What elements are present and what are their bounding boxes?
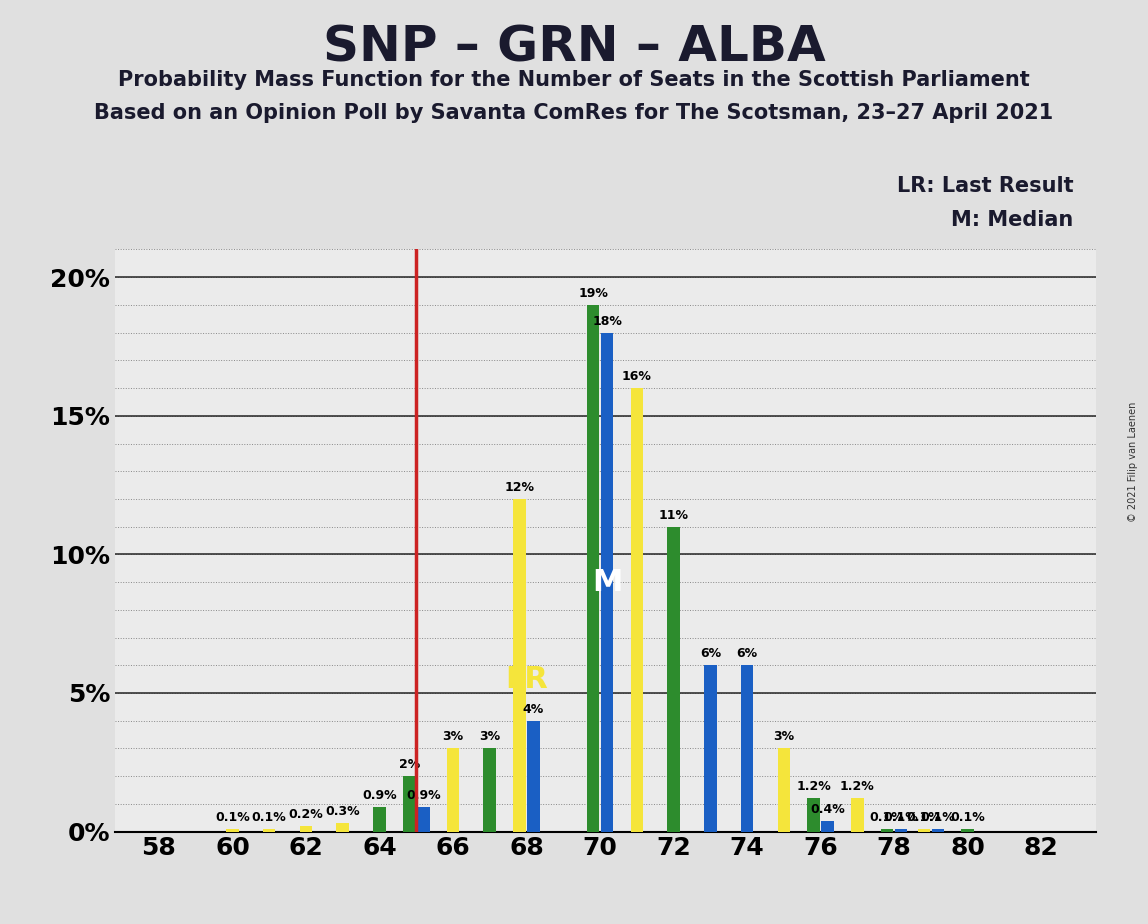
Bar	[483, 748, 496, 832]
Bar	[740, 665, 753, 832]
Bar	[447, 748, 459, 832]
Bar	[807, 798, 820, 832]
Text: SNP – GRN – ALBA: SNP – GRN – ALBA	[323, 23, 825, 71]
Bar	[300, 826, 312, 832]
Bar	[777, 748, 790, 832]
Text: Probability Mass Function for the Number of Seats in the Scottish Parliament: Probability Mass Function for the Number…	[118, 70, 1030, 91]
Bar	[961, 829, 974, 832]
Text: 12%: 12%	[505, 481, 535, 494]
Bar	[226, 829, 239, 832]
Text: LR: LR	[505, 664, 548, 694]
Text: 6%: 6%	[700, 648, 721, 661]
Bar	[894, 829, 907, 832]
Text: 16%: 16%	[622, 371, 652, 383]
Text: 0.1%: 0.1%	[951, 811, 985, 824]
Text: M: Median: M: Median	[952, 210, 1073, 230]
Text: 11%: 11%	[659, 509, 689, 522]
Text: 0.1%: 0.1%	[215, 811, 250, 824]
Text: 19%: 19%	[579, 287, 608, 300]
Bar	[263, 829, 276, 832]
Text: 6%: 6%	[737, 648, 758, 661]
Text: 3%: 3%	[774, 731, 794, 744]
Text: 3%: 3%	[442, 731, 464, 744]
Bar	[917, 829, 930, 832]
Text: 0.9%: 0.9%	[362, 789, 397, 802]
Text: 3%: 3%	[479, 731, 501, 744]
Text: 0.3%: 0.3%	[325, 806, 360, 819]
Text: 1.2%: 1.2%	[840, 781, 875, 794]
Text: 2%: 2%	[398, 759, 420, 772]
Text: 4%: 4%	[522, 703, 544, 716]
Text: Based on an Opinion Poll by Savanta ComRes for The Scotsman, 23–27 April 2021: Based on an Opinion Poll by Savanta ComR…	[94, 103, 1054, 124]
Bar	[527, 721, 540, 832]
Bar	[600, 333, 613, 832]
Bar	[587, 305, 599, 832]
Bar	[403, 776, 416, 832]
Text: 0.1%: 0.1%	[251, 811, 287, 824]
Bar	[513, 499, 526, 832]
Text: 0.4%: 0.4%	[810, 803, 845, 816]
Text: 0.9%: 0.9%	[406, 789, 441, 802]
Bar	[417, 807, 429, 832]
Text: 0.1%: 0.1%	[907, 811, 941, 824]
Text: © 2021 Filip van Laenen: © 2021 Filip van Laenen	[1128, 402, 1138, 522]
Bar	[932, 829, 944, 832]
Bar	[667, 527, 680, 832]
Bar	[881, 829, 893, 832]
Text: 0.2%: 0.2%	[288, 808, 324, 821]
Bar	[851, 798, 863, 832]
Text: 0.1%: 0.1%	[884, 811, 918, 824]
Bar	[704, 665, 716, 832]
Bar	[336, 823, 349, 832]
Text: 0.1%: 0.1%	[921, 811, 955, 824]
Bar	[373, 807, 386, 832]
Text: 0.1%: 0.1%	[870, 811, 905, 824]
Text: 1.2%: 1.2%	[797, 781, 831, 794]
Text: M: M	[592, 567, 622, 597]
Bar	[630, 388, 643, 832]
Text: 18%: 18%	[592, 315, 622, 328]
Bar	[821, 821, 833, 832]
Text: LR: Last Result: LR: Last Result	[897, 176, 1073, 196]
